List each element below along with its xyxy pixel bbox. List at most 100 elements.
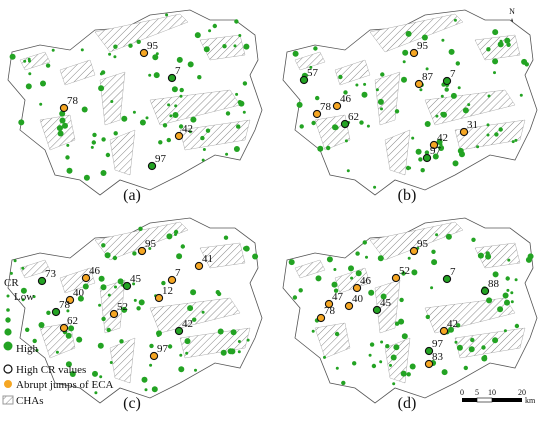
legend-symbol <box>3 364 13 374</box>
site-label: 57 <box>307 67 319 79</box>
site-dot <box>18 119 25 126</box>
site-dot <box>333 288 339 293</box>
cha-area <box>369 13 464 53</box>
site-label: 78 <box>324 305 336 317</box>
site-dot <box>355 251 360 256</box>
cha-area <box>59 59 96 86</box>
site-dot <box>326 145 331 151</box>
site-marker <box>480 286 490 296</box>
site-dot <box>492 29 499 36</box>
site-label: 40 <box>352 293 364 305</box>
site-dot <box>505 276 510 281</box>
site-dot <box>94 391 98 395</box>
site-dot <box>180 244 185 249</box>
site-dot <box>377 255 384 262</box>
site-dot <box>435 114 439 118</box>
legend-symbol <box>6 294 10 298</box>
site-dot <box>401 333 408 340</box>
site-dot <box>110 100 114 103</box>
cha-area <box>369 221 464 261</box>
site-dot <box>237 350 241 354</box>
site-dot <box>179 94 183 98</box>
site-dot <box>114 285 117 289</box>
site-dot <box>46 310 51 315</box>
site-dot <box>292 295 298 300</box>
site-dot <box>246 338 250 342</box>
site-dot <box>83 174 90 181</box>
site-dot <box>407 256 411 260</box>
site-label: 7 <box>450 68 456 80</box>
site-dot <box>425 314 430 320</box>
site-dot <box>178 124 184 129</box>
site-marker <box>409 246 419 256</box>
site-dot <box>77 295 84 302</box>
site-dot <box>476 145 480 149</box>
site-dot <box>486 133 490 137</box>
site-dot <box>486 297 493 304</box>
cha-area <box>294 51 326 71</box>
site-dot <box>25 83 32 90</box>
site-dot <box>166 233 173 240</box>
site-dot <box>176 253 183 260</box>
legend-symbol <box>4 380 12 388</box>
site-dot <box>503 329 507 333</box>
site-marker <box>174 326 184 336</box>
site-dot <box>352 361 357 366</box>
site-dot <box>242 81 248 86</box>
site-marker <box>154 293 164 303</box>
site-dot <box>252 253 259 260</box>
site-dot <box>405 165 411 171</box>
legend-symbol <box>6 308 10 312</box>
cha-area <box>374 279 401 334</box>
cha-area <box>334 59 371 86</box>
site-dot <box>57 130 64 137</box>
site-dot <box>236 124 241 129</box>
site-dot <box>119 339 124 344</box>
site-dot <box>132 110 136 114</box>
cha-area <box>19 51 51 71</box>
site-dot <box>101 137 106 142</box>
site-dot <box>235 92 239 96</box>
legend-symbol <box>5 317 11 323</box>
site-dot <box>132 282 136 286</box>
site-dot <box>155 52 159 56</box>
site-dot <box>138 299 145 306</box>
site-marker <box>414 79 424 89</box>
site-dot <box>459 151 465 158</box>
site-marker <box>59 323 69 333</box>
site-marker <box>391 273 401 283</box>
site-dot <box>471 237 476 242</box>
site-dot <box>238 34 242 37</box>
site-dot <box>162 123 168 128</box>
site-dot <box>99 72 103 76</box>
site-dot <box>411 136 415 140</box>
site-dot <box>335 366 339 370</box>
site-dot <box>202 148 206 151</box>
site-dot <box>27 57 31 61</box>
site-dot <box>424 150 430 155</box>
site-dot <box>237 100 243 105</box>
site-dot <box>80 48 84 52</box>
cha-area <box>474 242 521 269</box>
site-marker <box>442 274 452 284</box>
site-dot <box>494 132 499 137</box>
site-label: 95 <box>145 238 157 250</box>
site-dot <box>99 375 103 379</box>
site-dot <box>467 103 471 107</box>
cha-area <box>424 89 516 126</box>
site-dot <box>113 44 118 49</box>
site-dot <box>394 321 400 326</box>
site-dot <box>25 327 30 332</box>
site-dot <box>368 289 375 296</box>
site-label: 95 <box>147 40 159 52</box>
site-dot <box>121 306 128 313</box>
site-label: 83 <box>432 351 444 363</box>
site-dot <box>59 117 66 124</box>
site-dot <box>315 275 322 282</box>
site-dot <box>468 346 475 353</box>
site-marker <box>442 76 452 86</box>
site-marker <box>65 295 75 305</box>
site-dot <box>450 92 457 99</box>
scale-segment <box>462 398 477 402</box>
site-dot <box>411 269 418 276</box>
